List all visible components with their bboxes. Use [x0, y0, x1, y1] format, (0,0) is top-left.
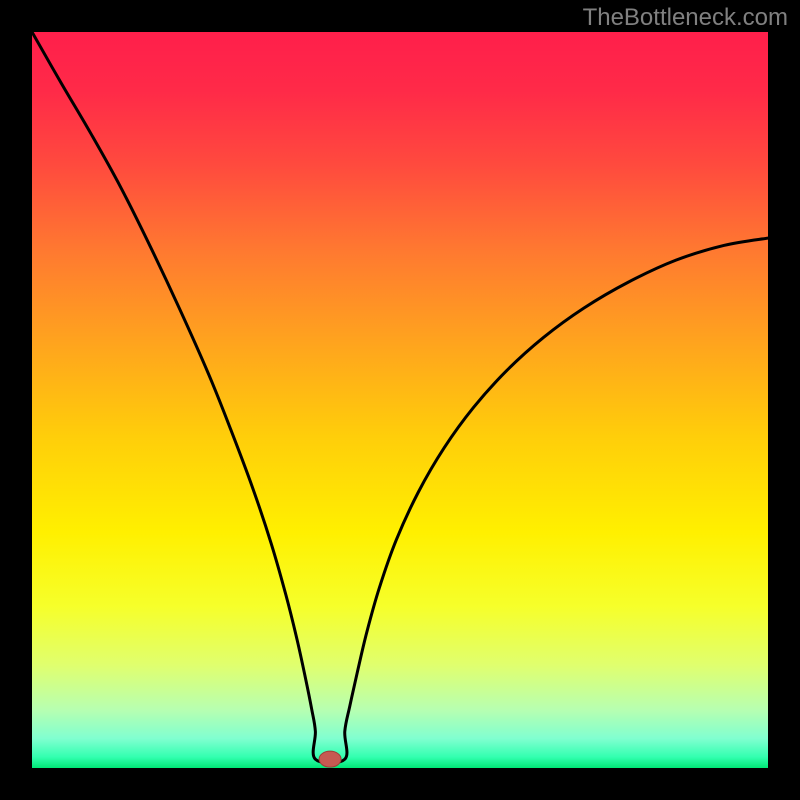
chart-stage: TheBottleneck.com	[0, 0, 800, 800]
watermark-text: TheBottleneck.com	[583, 4, 788, 32]
bottleneck-curve-plot	[32, 32, 768, 768]
valley-marker	[319, 751, 341, 767]
